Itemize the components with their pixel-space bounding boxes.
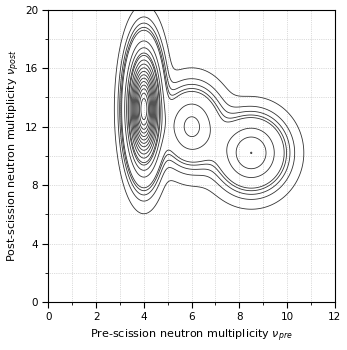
X-axis label: Pre-scission neutron multiplicity $\nu_{pre}$: Pre-scission neutron multiplicity $\nu_{… (90, 328, 293, 344)
Y-axis label: Post-scission neutron multiplicity $\nu_{post}$: Post-scission neutron multiplicity $\nu_… (6, 49, 22, 262)
